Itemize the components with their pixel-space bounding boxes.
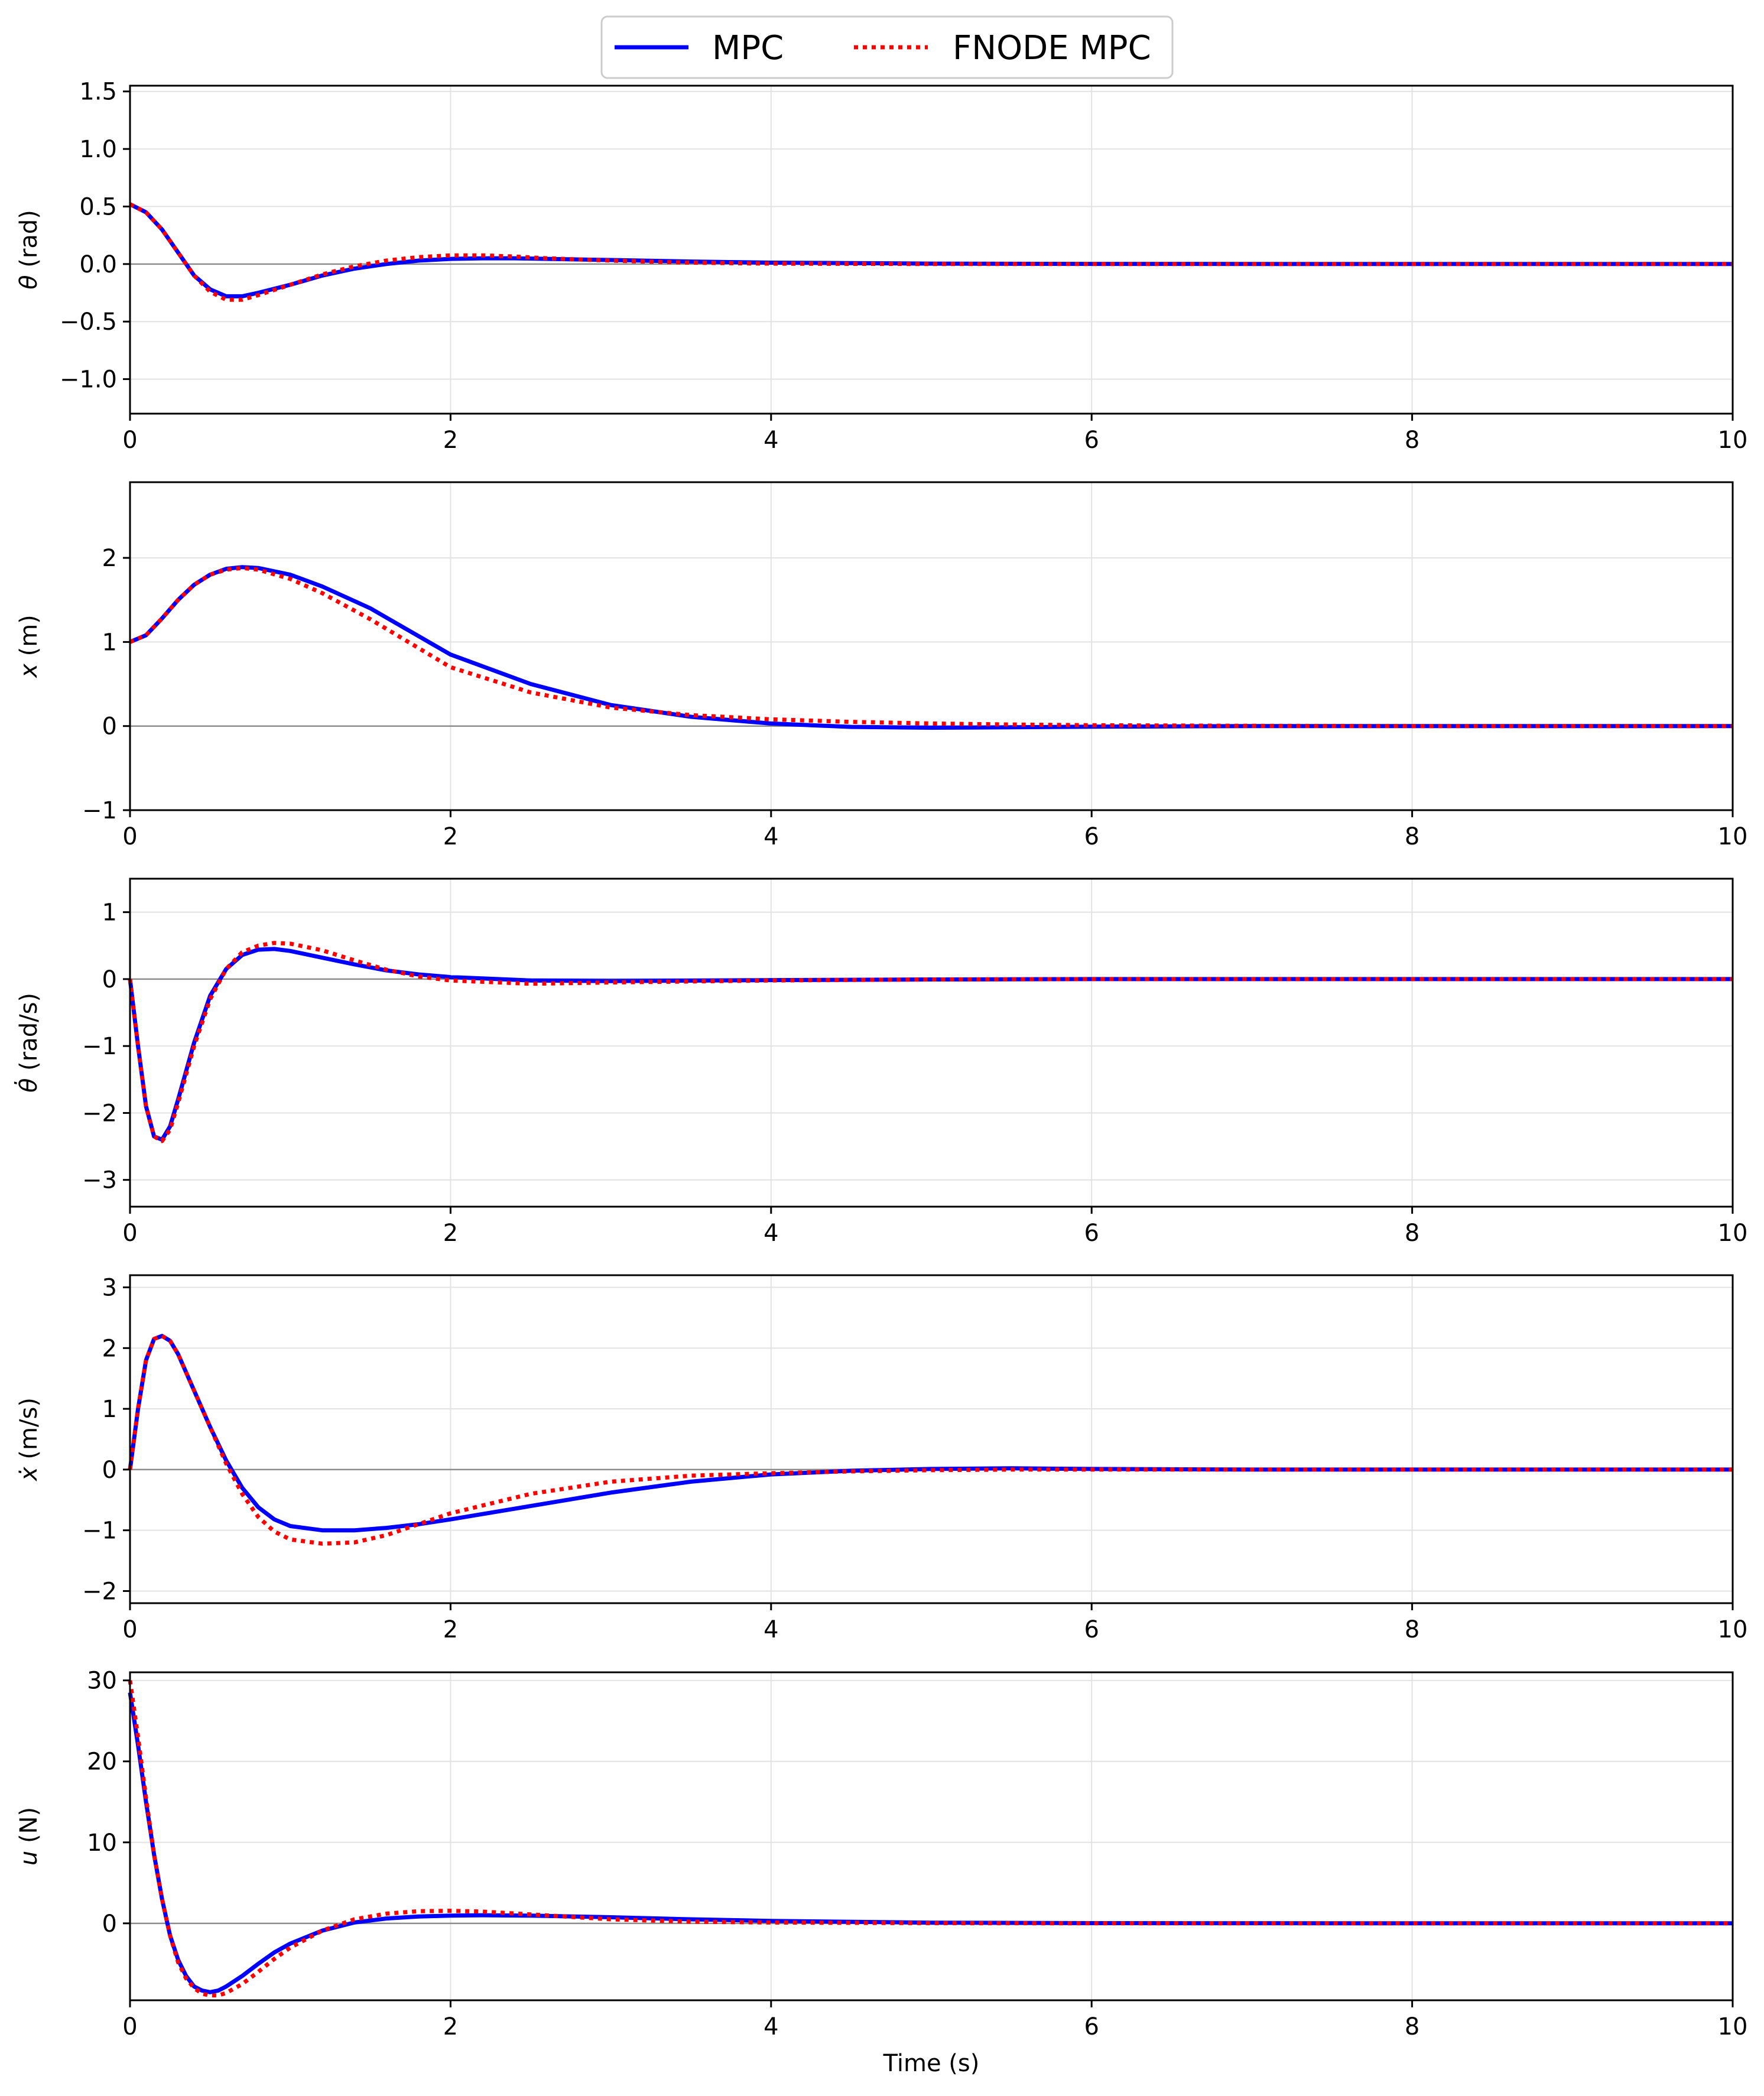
y-tick-label: 20 bbox=[87, 1749, 117, 1776]
x-tick-label: 2 bbox=[443, 823, 458, 850]
legend: MPC FNODE MPC bbox=[600, 15, 1174, 79]
x-tick-label: 10 bbox=[1718, 2013, 1748, 2040]
x-tick-label: 6 bbox=[1084, 1616, 1099, 1643]
y-tick-label: 2 bbox=[102, 1335, 117, 1362]
series-line-mpc bbox=[128, 1334, 1733, 1533]
axes-frame bbox=[129, 85, 1734, 415]
x-tick-label: 10 bbox=[1718, 1220, 1748, 1247]
x-tick-label: 0 bbox=[122, 1616, 137, 1643]
y-tick-label: −1.0 bbox=[60, 366, 117, 394]
y-axis-symbol: u bbox=[15, 1851, 43, 1866]
y-tick-label: −0.5 bbox=[60, 308, 117, 336]
subplot-5: 0 2 4 6 8 10 0 10 20 30 u (N) bbox=[15, 1668, 1747, 2040]
x-tick-label: 4 bbox=[764, 2013, 778, 2040]
x-tick-label: 6 bbox=[1084, 2013, 1099, 2040]
y-tick-label: 1.5 bbox=[79, 79, 117, 106]
y-axis-unit: (rad/s) bbox=[15, 993, 43, 1078]
y-axis-label: x (m) bbox=[15, 615, 43, 679]
x-tick-label: 4 bbox=[764, 1220, 778, 1247]
x-tick-label: 2 bbox=[443, 2013, 458, 2040]
legend-frame bbox=[600, 15, 1174, 79]
x-tick-label: 0 bbox=[122, 1220, 137, 1247]
series-line-fnode-mpc bbox=[129, 202, 1733, 302]
y-tick-label: 0 bbox=[102, 713, 117, 740]
y-axis-label: u (N) bbox=[15, 1807, 43, 1866]
y-axis-symbol: θ̇ bbox=[14, 1078, 43, 1093]
legend-label-fnode-mpc: FNODE MPC bbox=[953, 29, 1151, 67]
x-tick-label: 2 bbox=[443, 1616, 458, 1643]
y-axis-unit: (m) bbox=[15, 615, 43, 664]
subplot-3: 0 2 4 6 8 10 −3 −2 −1 0 1 θ̇ (rad/s) bbox=[14, 878, 1748, 1247]
y-tick-label: −1 bbox=[82, 1517, 117, 1545]
axes-frame bbox=[129, 481, 1734, 811]
series-line-fnode-mpc bbox=[128, 941, 1733, 1143]
y-tick-label: 0.5 bbox=[79, 193, 117, 220]
axes-frame bbox=[129, 878, 1734, 1208]
y-tick-label: 10 bbox=[87, 1829, 117, 1857]
y-axis-symbol: ẋ bbox=[15, 1467, 43, 1482]
y-tick-label: −2 bbox=[82, 1578, 117, 1605]
x-tick-label: 8 bbox=[1405, 1220, 1419, 1247]
x-tick-label: 8 bbox=[1405, 1616, 1419, 1643]
y-tick-label: 30 bbox=[87, 1668, 117, 1695]
series-line-fnode-mpc bbox=[128, 1680, 1733, 1998]
y-tick-label: 1 bbox=[102, 629, 117, 656]
x-axis-label: Time (s) bbox=[883, 2050, 980, 2077]
x-tick-label: 10 bbox=[1718, 1616, 1748, 1643]
x-tick-label: 6 bbox=[1084, 427, 1099, 454]
subplot-4: 0 2 4 6 8 10 −2 −1 0 1 2 3 ẋ (m/s) bbox=[15, 1274, 1748, 1643]
axes-frame bbox=[129, 1671, 1734, 2001]
y-axis-unit: (m/s) bbox=[15, 1398, 43, 1467]
x-tick-label: 2 bbox=[443, 427, 458, 454]
y-axis-label: ẋ (m/s) bbox=[15, 1398, 43, 1482]
x-tick-label: 8 bbox=[1405, 427, 1419, 454]
y-tick-label: 0.0 bbox=[79, 251, 117, 278]
y-axis-label: θ̇ (rad/s) bbox=[14, 993, 43, 1093]
y-tick-label: −2 bbox=[82, 1100, 117, 1127]
y-tick-label: 1 bbox=[102, 1396, 117, 1423]
x-tick-label: 10 bbox=[1718, 427, 1748, 454]
y-tick-label: −3 bbox=[82, 1167, 117, 1194]
y-axis-label: θ (rad) bbox=[15, 210, 43, 290]
x-tick-label: 10 bbox=[1718, 823, 1748, 850]
x-tick-label: 0 bbox=[122, 427, 137, 454]
x-tick-label: 0 bbox=[122, 2013, 137, 2040]
series-line-fnode-mpc bbox=[129, 566, 1733, 729]
legend-label-mpc: MPC bbox=[712, 29, 784, 67]
x-tick-label: 0 bbox=[122, 823, 137, 850]
y-tick-label: −1 bbox=[82, 1033, 117, 1060]
y-tick-label: 0 bbox=[102, 1910, 117, 1938]
x-tick-label: 6 bbox=[1084, 1220, 1099, 1247]
subplots: 0 2 4 6 8 10−1.0−0.50.00.51.01.5θ (rad)0 2 4 6 8 1… bbox=[14, 79, 1748, 2040]
x-tick-label: 4 bbox=[764, 1616, 778, 1643]
y-axis-symbol: x bbox=[15, 664, 43, 679]
y-axis-unit: (N) bbox=[15, 1807, 43, 1851]
axes-frame bbox=[129, 1274, 1734, 1604]
x-tick-label: 6 bbox=[1084, 823, 1099, 850]
series-line-fnode-mpc bbox=[128, 1334, 1733, 1546]
y-tick-label: 3 bbox=[102, 1275, 117, 1302]
y-tick-label: −1 bbox=[82, 797, 117, 824]
series-line-mpc bbox=[129, 565, 1733, 730]
x-tick-label: 4 bbox=[764, 823, 778, 850]
y-axis-unit: (rad) bbox=[15, 210, 43, 275]
y-tick-label: 1.0 bbox=[79, 136, 117, 163]
y-tick-label: 2 bbox=[102, 545, 117, 572]
x-tick-label: 2 bbox=[443, 1220, 458, 1247]
x-tick-label: 8 bbox=[1405, 2013, 1419, 2040]
subplot-1: 0 2 4 6 8 10 −1.0 −0.5 0.0 0.5 1.0 1.5 θ (rad) bbox=[15, 79, 1747, 454]
y-axis-symbol: θ bbox=[15, 275, 43, 289]
x-tick-label: 4 bbox=[764, 427, 778, 454]
series-line-mpc bbox=[129, 202, 1733, 298]
y-tick-label: 0 bbox=[102, 1457, 117, 1484]
y-tick-label: 0 bbox=[102, 966, 117, 993]
y-tick-label: 1 bbox=[102, 899, 117, 927]
x-tick-label: 8 bbox=[1405, 823, 1419, 850]
